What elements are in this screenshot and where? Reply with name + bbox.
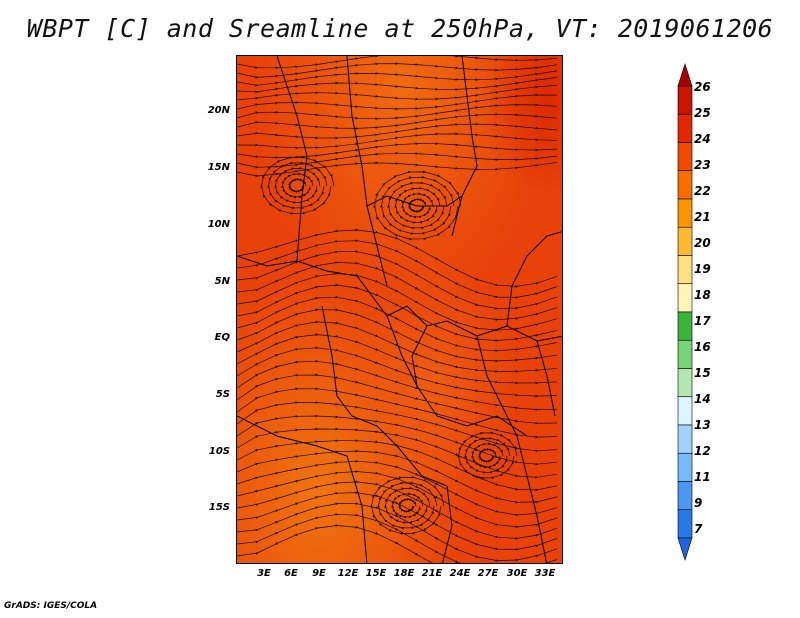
map-title: WBPT [C] and Sreamline at 250hPa, VT: 20… — [26, 14, 774, 43]
lon-label-15e: 15E — [365, 568, 387, 579]
colorbar-band — [677, 226, 693, 256]
colorbar-label-18: 18 — [694, 288, 711, 302]
colorbar-label-11: 11 — [694, 470, 711, 484]
colorbar-band — [677, 481, 693, 511]
colorbar-label-26: 26 — [694, 80, 711, 94]
streamlines — [237, 56, 558, 563]
colorbar — [677, 63, 693, 561]
map-panel — [236, 55, 563, 564]
streamline — [260, 155, 335, 215]
lat-label-5n: 5N — [214, 276, 230, 287]
colorbar-label-23: 23 — [694, 158, 711, 172]
lon-label-24e: 24E — [449, 568, 471, 579]
lat-label-10s: 10S — [208, 446, 230, 457]
lon-label-3e: 3E — [257, 568, 271, 579]
streamline — [457, 431, 518, 480]
colorbar-label-20: 20 — [694, 236, 711, 250]
lon-label-21e: 21E — [421, 568, 443, 579]
lon-label-30e: 30E — [506, 568, 528, 579]
country-borders — [237, 56, 562, 563]
lat-label-20n: 20N — [207, 105, 230, 116]
lon-label-6e: 6E — [284, 568, 298, 579]
colorbar-band — [677, 311, 693, 341]
colorbar-band — [677, 509, 693, 539]
colorbar-label-13: 13 — [694, 418, 711, 432]
colorbar-band — [677, 537, 693, 561]
lon-label-18e: 18E — [393, 568, 415, 579]
colorbar-band — [677, 142, 693, 172]
colorbar-band — [677, 255, 693, 285]
colorbar-label-21: 21 — [694, 210, 711, 224]
grads-credit: GrADS: IGES/COLA — [4, 601, 98, 611]
colorbar-label-24: 24 — [694, 132, 711, 146]
lat-label-eq: EQ — [214, 332, 230, 343]
colorbar-band — [677, 452, 693, 482]
wbpt-map — [237, 56, 562, 563]
colorbar-band — [677, 63, 693, 87]
colorbar-band — [677, 113, 693, 143]
colorbar-label-19: 19 — [694, 262, 711, 276]
lon-label-9e: 9E — [312, 568, 326, 579]
lat-label-10n: 10N — [207, 219, 230, 230]
lat-label-15n: 15N — [207, 162, 230, 173]
streamline — [370, 475, 445, 535]
streamline — [237, 524, 539, 563]
colorbar-label-14: 14 — [694, 392, 711, 406]
lon-label-33e: 33E — [534, 568, 556, 579]
colorbar-band — [677, 283, 693, 313]
colorbar-band — [677, 396, 693, 426]
streamline — [373, 170, 462, 241]
colorbar-label-25: 25 — [694, 106, 711, 120]
lon-label-27e: 27E — [477, 568, 499, 579]
colorbar-label-7: 7 — [694, 522, 703, 536]
lon-label-12e: 12E — [337, 568, 359, 579]
colorbar-band — [677, 170, 693, 200]
colorbar-label-17: 17 — [694, 314, 711, 328]
lat-label-15s: 15S — [208, 502, 230, 513]
colorbar-label-12: 12 — [694, 444, 711, 458]
colorbar-label-22: 22 — [694, 184, 711, 198]
colorbar-band — [677, 339, 693, 369]
colorbar-band — [677, 368, 693, 398]
colorbar-label-16: 16 — [694, 340, 711, 354]
colorbar-band — [677, 424, 693, 454]
colorbar-label-9: 9 — [694, 496, 703, 510]
colorbar-band — [677, 85, 693, 115]
lat-label-5s: 5S — [215, 389, 230, 400]
colorbar-band — [677, 198, 693, 228]
colorbar-label-15: 15 — [694, 366, 711, 380]
